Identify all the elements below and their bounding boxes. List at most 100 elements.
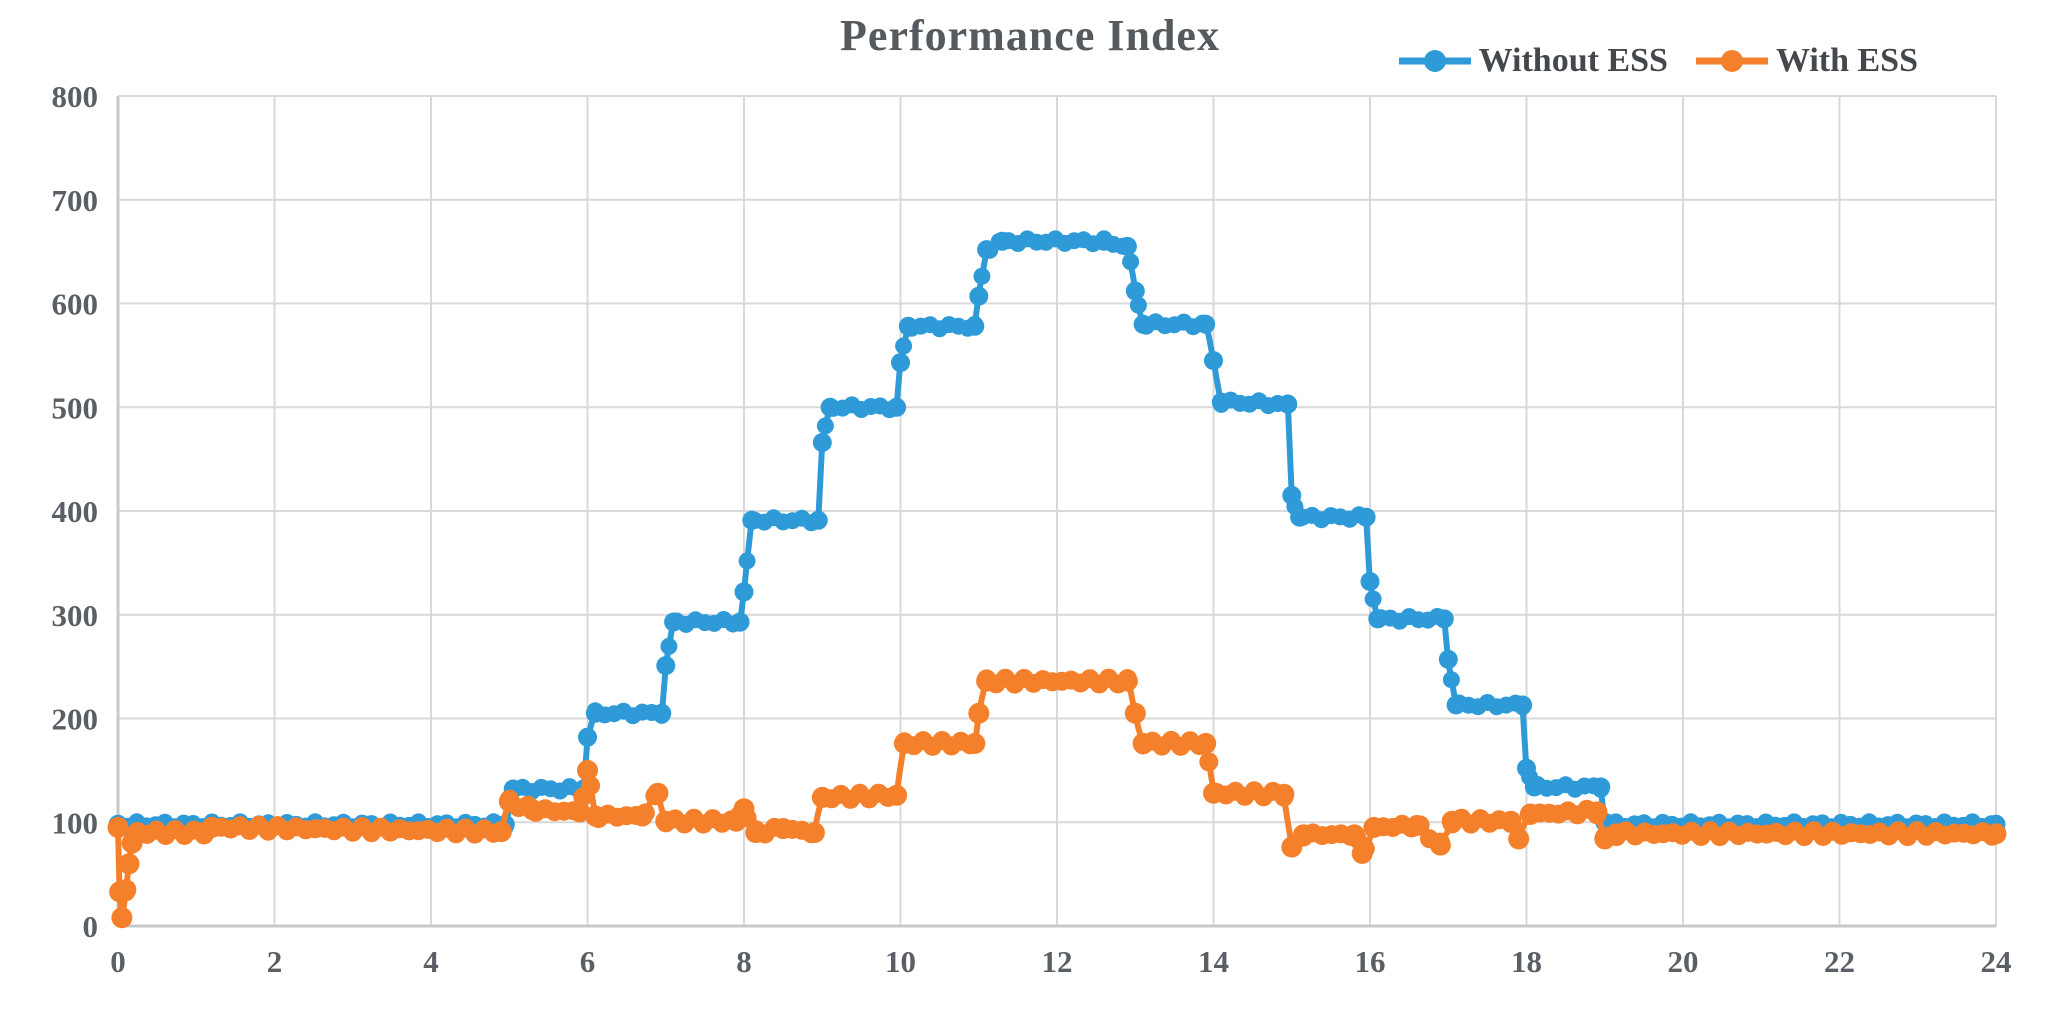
x-tick-label: 22 bbox=[1824, 944, 1855, 979]
x-tick-label: 24 bbox=[1981, 944, 2012, 979]
data-point bbox=[522, 799, 544, 821]
data-point bbox=[964, 732, 986, 754]
y-tick-label: 200 bbox=[52, 702, 99, 737]
legend-label: Without ESS bbox=[1478, 42, 1668, 79]
data-point bbox=[631, 805, 653, 827]
data-point bbox=[118, 853, 140, 875]
y-axis-labels: 0 100 200 300 400 500 600 700 800 bbox=[52, 79, 99, 944]
data-point bbox=[803, 822, 825, 844]
data-point bbox=[808, 510, 828, 530]
x-tick-label: 12 bbox=[1042, 944, 1073, 979]
data-point bbox=[968, 702, 990, 724]
data-point bbox=[107, 816, 129, 838]
data-point bbox=[1094, 231, 1114, 251]
data-point bbox=[498, 791, 520, 812]
data-point bbox=[992, 231, 1012, 251]
x-tick-label: 20 bbox=[1668, 944, 1699, 979]
data-point bbox=[490, 821, 512, 843]
y-tick-label: 300 bbox=[52, 598, 99, 633]
x-tick-label: 18 bbox=[1511, 944, 1542, 979]
data-point bbox=[1442, 671, 1460, 689]
data-point bbox=[1290, 507, 1310, 527]
data-point bbox=[1364, 590, 1382, 608]
x-tick-label: 6 bbox=[580, 944, 596, 979]
y-tick-label: 800 bbox=[52, 79, 99, 114]
data-point bbox=[1500, 810, 1522, 832]
data-point bbox=[1195, 732, 1217, 754]
data-point bbox=[1343, 824, 1365, 846]
data-point bbox=[660, 637, 678, 655]
data-point bbox=[891, 353, 910, 373]
data-point bbox=[1429, 834, 1451, 856]
data-point bbox=[1282, 485, 1302, 505]
data-point bbox=[1368, 609, 1388, 629]
gridlines bbox=[117, 95, 1997, 927]
series-markers-with-ess bbox=[107, 668, 2007, 929]
x-axis-labels: 0 2 4 6 8 10 12 14 16 18 20 22 24 bbox=[110, 944, 2011, 979]
data-point bbox=[111, 907, 133, 929]
y-tick-label: 400 bbox=[52, 494, 99, 529]
axes bbox=[116, 96, 1996, 928]
series-with-ess bbox=[107, 668, 2007, 929]
data-point bbox=[1133, 314, 1153, 334]
data-point bbox=[1125, 281, 1145, 301]
data-point bbox=[1606, 823, 1627, 845]
data-point bbox=[812, 433, 832, 452]
data-point bbox=[578, 727, 597, 747]
data-point bbox=[816, 417, 834, 435]
data-point bbox=[1203, 782, 1224, 804]
data-point bbox=[1129, 296, 1147, 314]
data-point bbox=[655, 810, 677, 832]
data-point bbox=[1117, 236, 1137, 256]
data-point bbox=[585, 703, 605, 723]
data-point bbox=[738, 552, 756, 570]
data-point bbox=[1438, 649, 1458, 669]
chart-title: Performance Index bbox=[840, 11, 1220, 60]
data-point bbox=[734, 582, 754, 602]
data-point bbox=[1586, 801, 1608, 823]
data-point bbox=[656, 656, 676, 676]
data-point bbox=[887, 397, 907, 417]
data-point bbox=[1199, 752, 1219, 772]
data-point bbox=[893, 732, 915, 754]
y-tick-label: 600 bbox=[52, 287, 99, 322]
data-point bbox=[730, 612, 750, 632]
data-point bbox=[976, 670, 998, 692]
line-marker-icon bbox=[1398, 50, 1471, 72]
data-point bbox=[973, 267, 991, 285]
data-point bbox=[1519, 803, 1541, 825]
y-tick-label: 100 bbox=[52, 805, 99, 840]
x-tick-label: 2 bbox=[267, 944, 283, 979]
data-point bbox=[820, 397, 840, 417]
x-tick-label: 10 bbox=[885, 944, 916, 979]
data-point bbox=[1985, 823, 2007, 845]
data-point bbox=[1434, 609, 1454, 629]
data-point bbox=[1278, 394, 1298, 414]
series-without-ess bbox=[108, 230, 2006, 836]
y-tick-label: 0 bbox=[83, 909, 99, 944]
data-point bbox=[584, 805, 606, 827]
data-point bbox=[1356, 507, 1376, 527]
data-point bbox=[965, 316, 985, 336]
data-point bbox=[1591, 777, 1611, 797]
data-point bbox=[1441, 810, 1463, 832]
chart-legend: Without ESS With ESS bbox=[1397, 42, 1918, 80]
y-tick-label: 500 bbox=[52, 390, 99, 425]
data-point bbox=[742, 510, 762, 530]
data-point bbox=[1122, 253, 1140, 271]
data-point bbox=[1360, 572, 1380, 591]
data-point bbox=[1446, 695, 1466, 715]
data-point bbox=[664, 612, 684, 632]
data-point bbox=[201, 816, 223, 838]
data-point bbox=[977, 240, 997, 260]
data-point bbox=[772, 818, 794, 839]
data-point bbox=[1204, 351, 1223, 371]
data-point bbox=[1116, 670, 1138, 692]
data-point bbox=[898, 316, 918, 336]
line-marker-icon bbox=[1695, 50, 1768, 72]
data-point bbox=[652, 703, 672, 723]
data-point bbox=[1351, 842, 1373, 864]
legend-item-without-ess: Without ESS bbox=[1397, 42, 1668, 80]
